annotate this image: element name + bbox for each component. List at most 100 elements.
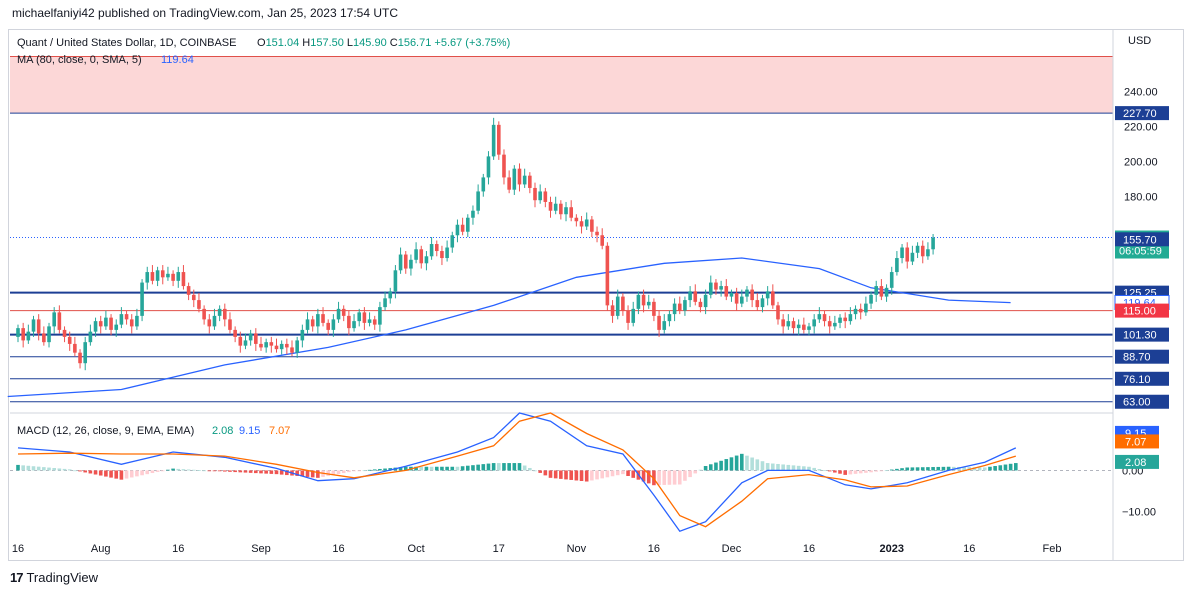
macd-histogram-bar — [543, 470, 548, 476]
macd-histogram-bar — [129, 470, 134, 478]
candle-body — [652, 301, 656, 316]
macd-histogram-bar — [781, 464, 785, 471]
candle-body — [497, 124, 501, 155]
macd-histogram-bar — [212, 470, 217, 472]
macd-histogram-bar — [807, 466, 811, 471]
macd-histogram-bar — [228, 470, 232, 472]
tradingview-logo: 17 — [10, 570, 24, 585]
price-tick-label: 240.00 — [1124, 87, 1158, 99]
candle-body — [543, 191, 548, 202]
candle-body — [486, 156, 491, 178]
macd-histogram-bar — [740, 453, 744, 471]
macd-histogram-bar — [936, 466, 941, 471]
macd-histogram-bar — [538, 470, 542, 473]
candle-body — [502, 154, 506, 178]
macd-histogram-bar — [378, 468, 382, 471]
candle-body — [517, 168, 522, 185]
macd-histogram-bar — [688, 470, 692, 478]
macd-legend-macd: 2.08 — [212, 425, 233, 437]
macd-histogram-bar — [724, 459, 729, 471]
macd-histogram-bar — [31, 466, 36, 471]
candle-body — [88, 331, 93, 343]
price-label-text: 88.70 — [1123, 352, 1151, 364]
macd-histogram-bar — [440, 466, 444, 471]
candle-body — [626, 310, 630, 323]
macd-histogram-bar — [641, 470, 646, 482]
candle-body — [238, 336, 243, 346]
candle-body — [657, 315, 661, 330]
candle-body — [915, 245, 920, 253]
time-tick-label: Oct — [408, 543, 425, 555]
macd-histogram-bar — [512, 463, 517, 471]
candle-body — [636, 294, 641, 309]
macd-histogram-bar — [610, 470, 615, 477]
macd-histogram-bar — [36, 466, 41, 471]
macd-histogram-bar — [1014, 463, 1018, 471]
macd-histogram-bar — [998, 465, 1003, 471]
macd-histogram-bar — [786, 464, 791, 471]
candle-body — [646, 301, 651, 306]
time-axis[interactable]: 16 Aug 16 Sep 16 Oct 17 Nov 16 Dec 16 2023 16 Feb — [12, 543, 1062, 555]
ohlc-readout: O151.04 H157.50 L145.90 C156.71 +5.67 (+… — [257, 37, 510, 49]
macd-histogram-bar — [827, 470, 832, 472]
macd-histogram-bar — [16, 464, 20, 471]
candle-body — [724, 286, 729, 297]
candle-body — [129, 319, 134, 327]
candle-body — [62, 329, 67, 337]
candle-body — [403, 254, 408, 269]
macd-histogram-bar — [698, 469, 703, 471]
macd-histogram-bar — [791, 465, 796, 471]
chart-frame[interactable] — [8, 29, 1184, 561]
macd-histogram-bar — [734, 455, 739, 471]
macd-histogram-bar — [352, 470, 356, 472]
macd-histogram-bar — [52, 468, 56, 471]
candle-body — [838, 317, 842, 323]
candle-body — [703, 294, 708, 308]
macd-histogram-bar — [434, 466, 439, 471]
macd-histogram-bar — [316, 470, 320, 478]
candle-body — [52, 312, 56, 327]
time-tick-label: 16 — [803, 543, 815, 555]
macd-histogram-bar — [419, 466, 424, 471]
candle-body — [372, 319, 377, 325]
candles-layer — [16, 117, 935, 371]
candle-body — [31, 319, 36, 332]
horizontal-levels-layer — [10, 112, 1113, 403]
macd-histogram-bar — [83, 470, 88, 473]
macd-histogram-bar — [522, 465, 527, 471]
price-tick-label: 200.00 — [1124, 157, 1158, 169]
macd-histogram-bar — [73, 470, 77, 472]
legend: Quant / United States Dollar, 1D, COINBA… — [17, 37, 510, 437]
macd-histogram-bar — [605, 470, 610, 478]
candle-body — [584, 219, 589, 227]
candle-body — [290, 347, 294, 353]
macd-histogram-bar — [755, 459, 760, 471]
macd-histogram-bar — [853, 470, 858, 474]
candle-body — [316, 314, 320, 327]
candle-body — [429, 244, 434, 257]
macd-histogram-bar — [347, 470, 351, 473]
macd-histogram-bar — [910, 467, 915, 471]
supply-zone-layer — [10, 56, 1113, 114]
macd-histogram-bar — [962, 467, 966, 471]
macd-value-box — [1115, 434, 1159, 449]
macd-histogram-bar — [42, 467, 46, 471]
macd-histogram-bar — [424, 466, 429, 471]
macd-value-text: 2.08 — [1125, 457, 1146, 469]
candle-body — [879, 286, 884, 297]
macd-legend-line: 9.15 — [239, 425, 260, 437]
candle-body — [807, 326, 811, 330]
macd-layer — [10, 412, 1113, 532]
macd-histogram-bar — [248, 470, 253, 473]
macd-histogram-bar — [977, 467, 982, 471]
macd-histogram-bar — [155, 470, 160, 472]
macd-histogram-bar — [502, 463, 506, 471]
macd-histogram-bar — [920, 467, 925, 471]
candle-body — [579, 221, 584, 227]
time-tick-label: 16 — [12, 543, 24, 555]
macd-histogram-bar — [207, 470, 212, 472]
candle-body — [476, 191, 480, 211]
candle-body — [393, 270, 398, 292]
